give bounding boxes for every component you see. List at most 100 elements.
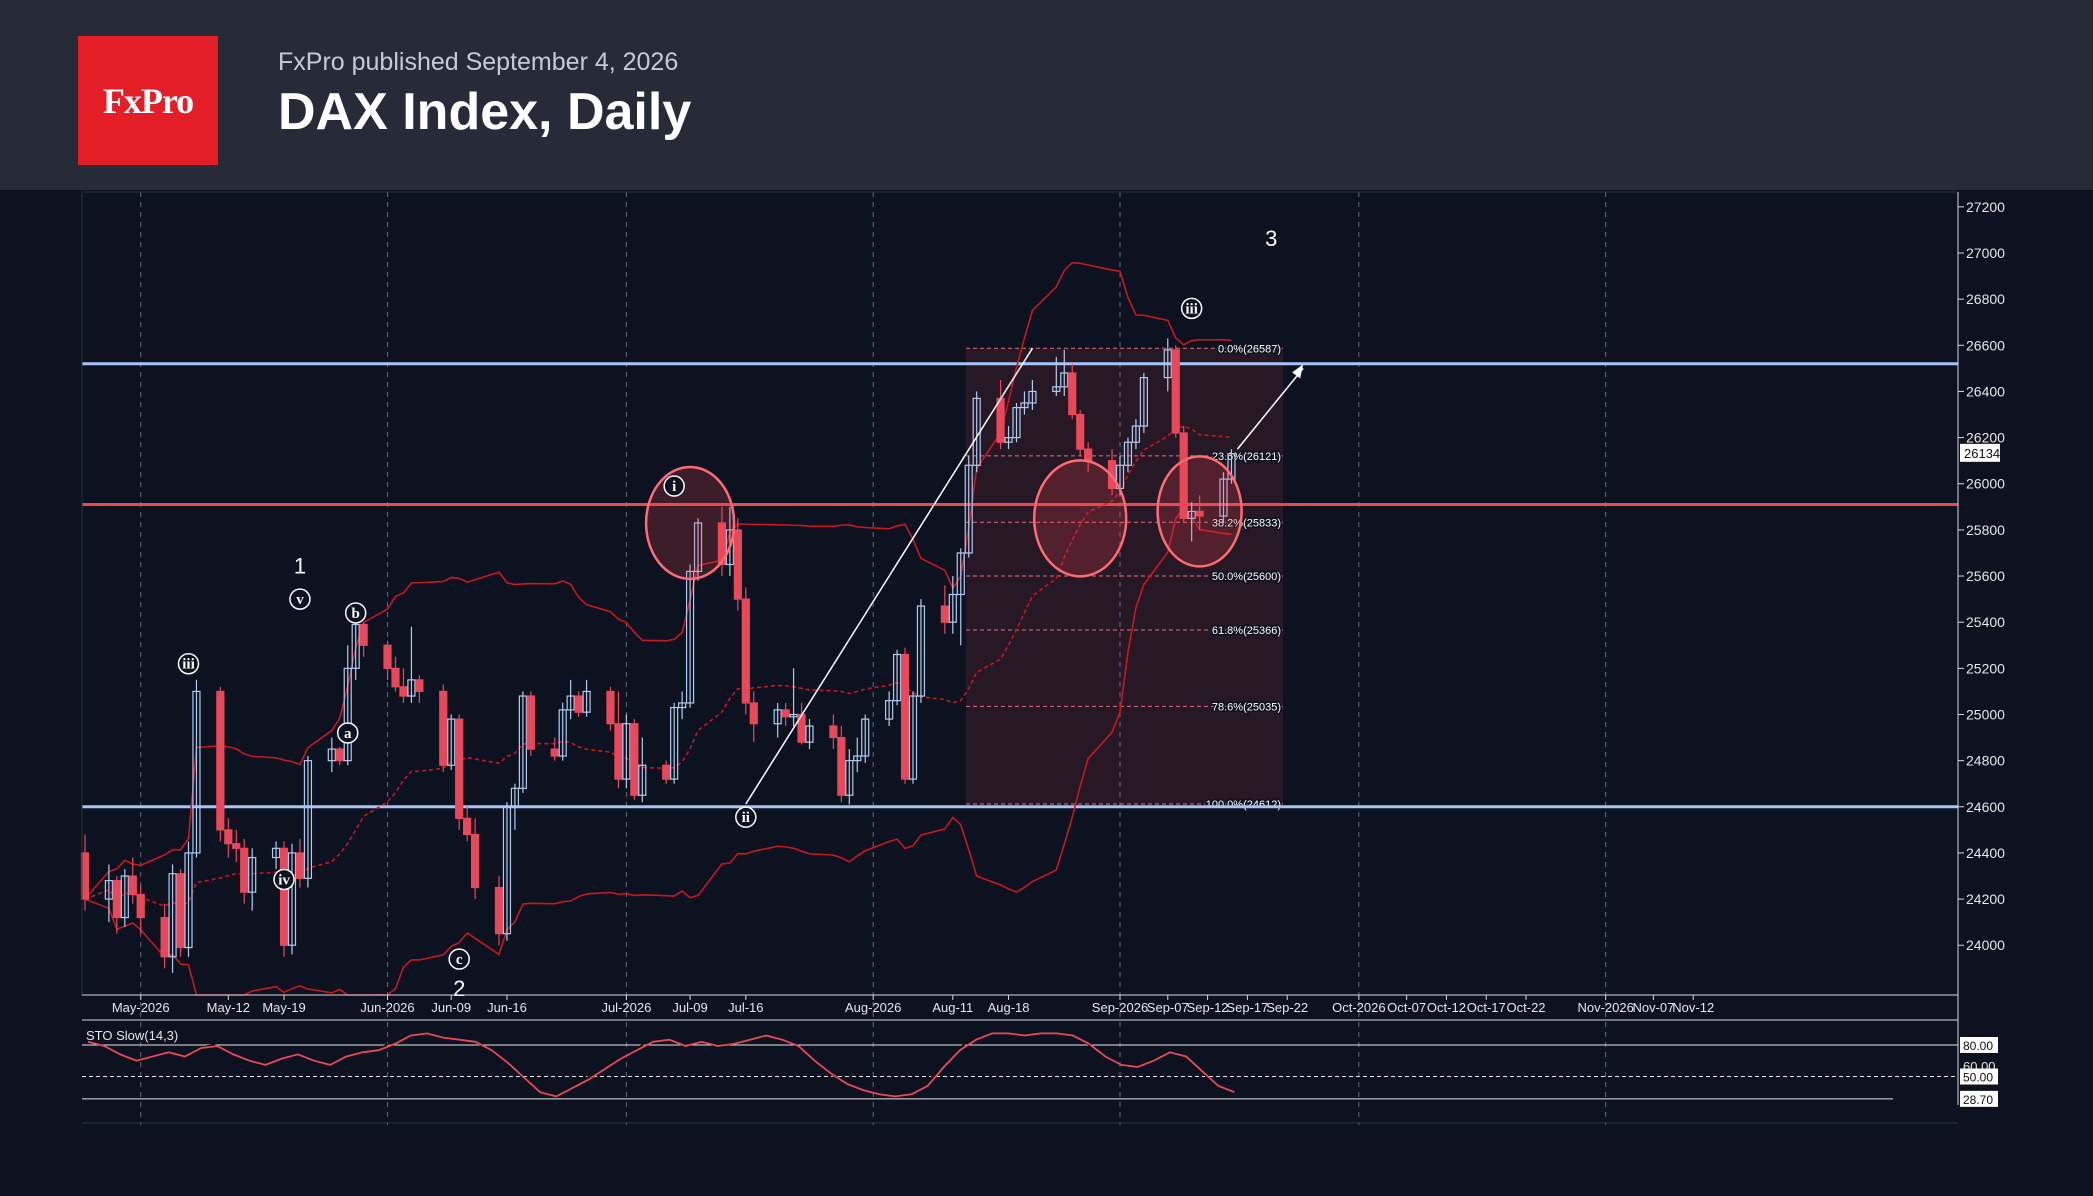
bear-candle-body xyxy=(359,623,368,646)
bull-candle-body xyxy=(622,723,631,780)
candle xyxy=(1179,426,1188,523)
wave-label-text: iii xyxy=(182,657,195,673)
fib-level-label: 61.8%(25366) xyxy=(1212,625,1281,637)
wave-label-text: a xyxy=(344,726,352,742)
bear-candle-body xyxy=(136,893,145,919)
candle xyxy=(606,686,615,731)
candle xyxy=(407,626,416,703)
candle xyxy=(216,686,225,842)
date-tick-label: Jul-2026 xyxy=(601,1000,651,1015)
candle xyxy=(447,714,456,770)
bull-candle-body xyxy=(685,570,695,704)
date-tick-label: May-2026 xyxy=(112,1000,170,1015)
bear-candle-body xyxy=(463,817,472,836)
bull-candle-body xyxy=(892,653,902,702)
bear-candle-body xyxy=(1084,448,1093,462)
fxpro-logo: FxPro xyxy=(78,36,218,165)
wave-degree-label: 1 xyxy=(294,554,306,579)
bear-candle-body xyxy=(160,916,169,958)
price-tick-label: 25200 xyxy=(1966,660,2005,676)
date-tick-label: Oct-17 xyxy=(1467,1000,1506,1015)
bear-candle-body xyxy=(383,644,392,669)
bear-candle-body xyxy=(335,748,344,762)
bull-candle-body xyxy=(566,695,575,711)
candle xyxy=(526,691,535,757)
candle xyxy=(463,806,472,842)
candle xyxy=(829,714,838,750)
price-tick-label: 26400 xyxy=(1966,383,2005,399)
candle xyxy=(391,656,400,692)
candle xyxy=(295,839,305,888)
wave-label-text: ii xyxy=(742,810,750,826)
fib-level-label: 78.6%(25035) xyxy=(1212,701,1281,713)
fib-level-label: 38.2%(25833) xyxy=(1212,517,1281,529)
bull-candle-body xyxy=(885,700,894,720)
bull-candle-body xyxy=(638,764,647,796)
wave-label-circle xyxy=(1180,297,1203,320)
bull-candle-body xyxy=(948,593,957,623)
bear-candle-body xyxy=(224,829,233,845)
candle xyxy=(399,668,408,703)
bear-candle-body xyxy=(733,529,742,600)
bull-candle-body xyxy=(447,718,456,766)
candle xyxy=(685,564,695,708)
candle xyxy=(797,702,806,745)
candle xyxy=(327,737,336,773)
bull-candle-body xyxy=(773,709,782,725)
bull-candle-body xyxy=(1123,441,1133,466)
bull-candle-body xyxy=(853,755,862,762)
date-tick-label: Nov-2026 xyxy=(1577,1000,1633,1015)
bear-candle-body xyxy=(1068,372,1077,416)
bull-candle-body xyxy=(1004,436,1013,443)
bull-candle-body xyxy=(678,702,687,709)
candle xyxy=(614,691,623,789)
bull-candle-body xyxy=(287,852,297,946)
date-tick-label: Jun-09 xyxy=(431,1000,471,1015)
bear-candle-body xyxy=(1195,510,1204,517)
osc-level-box xyxy=(1960,1068,1998,1085)
bull-candle-body xyxy=(1060,372,1069,388)
bear-candle-body xyxy=(439,690,448,766)
candle xyxy=(112,876,121,934)
bear-candle-body xyxy=(391,667,400,688)
date-tick-label: Aug-2026 xyxy=(845,1000,901,1015)
date-tick-label: Nov-07 xyxy=(1632,1000,1674,1015)
axes-layer: 24000 24200 24400 24600 24800 25000 25200 25400… xyxy=(81,191,2005,1105)
grid-layer xyxy=(140,192,1607,1125)
candle xyxy=(455,714,464,830)
candle xyxy=(343,645,352,766)
date-tick-label: Jul-09 xyxy=(672,1000,707,1015)
date-tick-label: Aug-18 xyxy=(988,1000,1030,1015)
osc-level-box xyxy=(1960,1037,1998,1053)
bull-candle-body xyxy=(845,760,854,796)
bear-candle-body xyxy=(295,852,305,879)
bear-candle-body xyxy=(526,695,535,750)
candle xyxy=(184,841,193,957)
price-tick-label: 24600 xyxy=(1966,799,2005,815)
candle xyxy=(168,864,177,973)
wave-label: a xyxy=(336,722,359,744)
wave-label-circle xyxy=(177,652,200,675)
candle xyxy=(224,818,233,858)
bull-candle-body xyxy=(1020,402,1029,409)
date-tick-label: Sep-2026 xyxy=(1092,1000,1148,1015)
bear-candle-body xyxy=(1107,460,1117,489)
header-bar: FxPro FxPro published September 4, 2026 … xyxy=(0,0,2093,190)
bear-candle-body xyxy=(574,695,583,713)
wave-label-circle xyxy=(344,602,367,624)
candle xyxy=(885,691,894,727)
candle xyxy=(510,783,520,830)
bear-candle-body xyxy=(471,833,480,889)
price-tick-label: 24400 xyxy=(1966,845,2005,861)
candle xyxy=(1004,426,1013,450)
bull-candle-body xyxy=(956,552,965,596)
wave-label: v xyxy=(289,588,311,610)
candle xyxy=(956,548,965,646)
price-tick-label: 26000 xyxy=(1966,476,2005,492)
bear-candle-body xyxy=(415,679,424,693)
oscillator-title: STO Slow(14,3) xyxy=(86,1028,178,1043)
fib-level-label: 23.6%(26121) xyxy=(1212,451,1281,463)
bear-candle-body xyxy=(996,397,1005,443)
